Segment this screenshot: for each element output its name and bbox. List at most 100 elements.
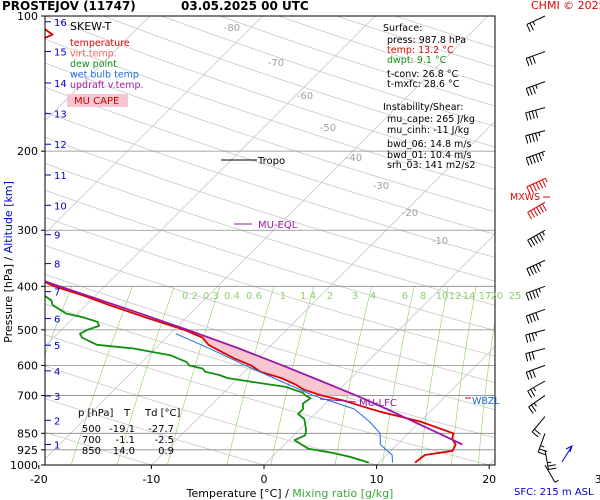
wind-barb-flag <box>525 88 530 97</box>
isotherm-label: -30 <box>373 181 389 192</box>
dry-adiabat <box>45 62 495 213</box>
wind-barb-flag <box>528 334 532 342</box>
stat-mu-cape: mu_cape: 265 J/kg <box>387 114 475 125</box>
mixing-ratio-label: 4 <box>370 291 376 302</box>
wind-barb-flag <box>532 290 536 299</box>
wind-barb <box>525 51 546 67</box>
altitude-tick-label: 2 <box>54 416 60 427</box>
wind-barb-flag <box>528 352 532 361</box>
legend-item-virt-temp: virt.temp. <box>70 49 117 60</box>
wind-barb-flag <box>526 24 531 32</box>
altitude-tick-label: 14 <box>54 79 67 90</box>
wind-barb-flag <box>535 133 539 142</box>
wind-barb-flag <box>528 111 532 120</box>
table-cell-td: -27.7 <box>148 424 174 435</box>
wind-barb-flag <box>539 205 544 213</box>
wind-barb-flag <box>536 234 541 243</box>
mixing-ratio-label: 0.6 <box>246 291 262 302</box>
temp-tick-label: -10 <box>142 473 160 486</box>
wind-barb <box>526 15 546 32</box>
mixing-ratio-label: 0.4 <box>224 291 240 302</box>
mixing-ratio-label: 0.3 <box>203 291 219 302</box>
wind-barb-flag <box>525 157 530 166</box>
stat-srh-03: srh_03: 141 m2/s2 <box>387 160 475 171</box>
temp-tick-label: 30 <box>595 473 600 486</box>
wind-barb <box>528 395 546 414</box>
mixing-ratio-label: 25 <box>509 291 522 302</box>
wind-barb <box>537 433 548 456</box>
y-axis-title-separator: / <box>2 253 15 260</box>
mixing-ratio-label: 17 <box>479 291 492 302</box>
wind-barb <box>525 130 546 144</box>
legend-item-dew-point: dew point <box>70 59 117 70</box>
wind-barb-flag <box>529 185 534 193</box>
wind-barb-flag <box>531 110 535 119</box>
isotherm <box>45 16 263 235</box>
wind-barb-flag <box>527 239 533 248</box>
wind-barb-flag <box>525 372 530 380</box>
wind-barb-flag <box>535 154 539 163</box>
wind-barb-flag <box>528 156 533 165</box>
altitude-tick-label: 8 <box>54 260 60 271</box>
wind-barb-flag <box>528 87 533 95</box>
stat-temp: temp: 13.2 °C <box>387 45 454 56</box>
y-axis-title: Pressure [hPa] / Altitude [km] <box>2 181 15 343</box>
wind-barb-flag <box>532 183 537 192</box>
mxws-label: MXWS <box>510 192 540 203</box>
table-cell-p: 700 <box>82 435 101 446</box>
altitude-tick-label: 15 <box>54 48 67 59</box>
wind-barb-flag <box>538 153 543 162</box>
wind-barb-half <box>533 402 537 407</box>
wind-barbs <box>525 15 573 483</box>
altitude-tick-label: 13 <box>54 110 67 121</box>
altitude-tick-label: 11 <box>54 171 67 182</box>
mucape-legend-swatch <box>67 94 128 107</box>
legend-item-temperature: temperature <box>70 38 130 49</box>
wind-barb-flag <box>530 238 536 246</box>
pressure-tick-label: 1000 <box>10 459 38 472</box>
pressure-tick-label: 600 <box>17 359 38 372</box>
wind-barb <box>525 364 546 380</box>
wind-barb-flag <box>528 314 533 323</box>
isotherm-label: -40 <box>346 153 362 164</box>
wind-barb-flag <box>531 351 535 360</box>
stat-mu-cinh: mu_cinh: -11 J/kg <box>387 125 469 136</box>
table-cell-t: -1.1 <box>115 435 135 446</box>
pressure-tick-label: 925 <box>17 444 38 457</box>
valid-time: 03.05.2025 00 UTC <box>181 0 309 13</box>
surface-wind-arrowhead <box>565 445 573 453</box>
x-axis-title: Temperature [°C] / Mixing ratio [g/kg] <box>186 487 394 500</box>
tropo-label: Tropo <box>257 156 285 167</box>
table-cell-t: 14.0 <box>113 446 135 457</box>
pressure-tick-label: 200 <box>17 145 38 158</box>
altitude-tick-label: 3 <box>54 392 60 403</box>
mixing-ratio-label: 2 <box>327 291 333 302</box>
pressure-tick-label: 700 <box>17 389 38 402</box>
wind-barb-half <box>538 288 541 293</box>
legend-item-wet-bulb-temp: wet bulb temp <box>70 70 139 81</box>
mucape-legend-label: MU CAPE <box>74 96 119 107</box>
isotherm <box>488 458 495 465</box>
mixing-ratio-label: 8 <box>420 291 426 302</box>
wind-barb-half <box>538 132 541 137</box>
x-axis-title-separator: / <box>285 487 292 500</box>
wind-barb-flag <box>535 264 540 272</box>
wind-barb-flag <box>528 291 533 300</box>
mucape-area <box>184 329 357 396</box>
wind-barb <box>525 150 546 166</box>
mixing-ratio-label: 14 <box>463 291 476 302</box>
wind-barb-flag <box>532 313 536 322</box>
wind-barb <box>525 329 546 343</box>
wind-barb-flag <box>525 334 529 343</box>
temp-tick-label: 10 <box>370 473 384 486</box>
y-axis-title-altitude: Altitude [km] <box>2 181 15 253</box>
axes: 1002003004005006007008509251000123456789… <box>10 10 600 486</box>
dry-adiabat <box>45 273 495 411</box>
mixing-ratio-label: 3 <box>352 291 358 302</box>
dry-adiabat <box>45 111 495 258</box>
dry-adiabat <box>45 163 495 306</box>
wind-barb-flag <box>531 333 535 342</box>
wind-barb <box>527 229 546 248</box>
wind-barb-flag <box>548 467 557 470</box>
wind-barb-flag <box>529 267 534 275</box>
